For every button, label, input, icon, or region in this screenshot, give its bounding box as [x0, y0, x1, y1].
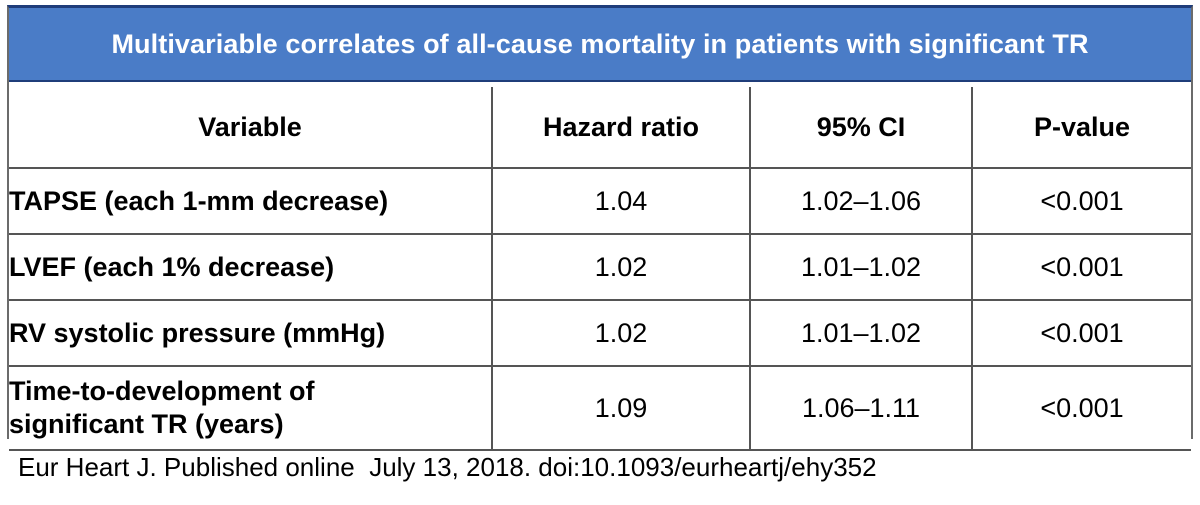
- variable-cell: Time-to-development of significant TR (y…: [9, 366, 493, 451]
- p-value-cell: <0.001: [972, 366, 1191, 451]
- table-title: Multivariable correlates of all-cause mo…: [111, 28, 1089, 59]
- variable-cell: TAPSE (each 1-mm decrease): [9, 168, 493, 235]
- ci-cell: 1.01–1.02: [750, 300, 973, 367]
- p-value-cell: <0.001: [972, 300, 1191, 367]
- hazard-ratio-cell: 1.04: [492, 168, 751, 235]
- ci-cell: 1.01–1.02: [750, 234, 973, 301]
- hazard-ratio-cell: 1.02: [492, 300, 751, 367]
- p-value-cell: <0.001: [972, 234, 1191, 301]
- p-value-cell: <0.001: [972, 168, 1191, 235]
- table-row: TAPSE (each 1-mm decrease) 1.04 1.02–1.0…: [9, 168, 1191, 235]
- table-row: RV systolic pressure (mmHg) 1.02 1.01–1.…: [9, 300, 1191, 367]
- citation-text: Eur Heart J. Published online July 13, 2…: [18, 452, 877, 482]
- table-row: LVEF (each 1% decrease) 1.02 1.01–1.02 <…: [9, 234, 1191, 301]
- ci-cell: 1.02–1.06: [750, 168, 973, 235]
- table-frame: Multivariable correlates of all-cause mo…: [7, 5, 1193, 451]
- column-header-p-value: P-value: [972, 87, 1191, 169]
- table-title-bar: Multivariable correlates of all-cause mo…: [9, 8, 1191, 82]
- ci-cell: 1.06–1.11: [750, 366, 973, 451]
- header-row: Variable Hazard ratio 95% CI P-value: [9, 87, 1191, 169]
- column-header-hazard-ratio: Hazard ratio: [492, 87, 751, 169]
- variable-cell: RV systolic pressure (mmHg): [9, 300, 493, 367]
- variable-cell: LVEF (each 1% decrease): [9, 234, 493, 301]
- hazard-ratio-cell: 1.09: [492, 366, 751, 451]
- variable-line: Time-to-development of: [9, 376, 315, 406]
- column-header-ci: 95% CI: [750, 87, 973, 169]
- table-row: Time-to-development of significant TR (y…: [9, 366, 1191, 451]
- hazard-ratio-cell: 1.02: [492, 234, 751, 301]
- data-table: Variable Hazard ratio 95% CI P-value TAP…: [9, 87, 1191, 451]
- variable-line: significant TR (years): [9, 409, 284, 439]
- column-header-variable: Variable: [9, 87, 493, 169]
